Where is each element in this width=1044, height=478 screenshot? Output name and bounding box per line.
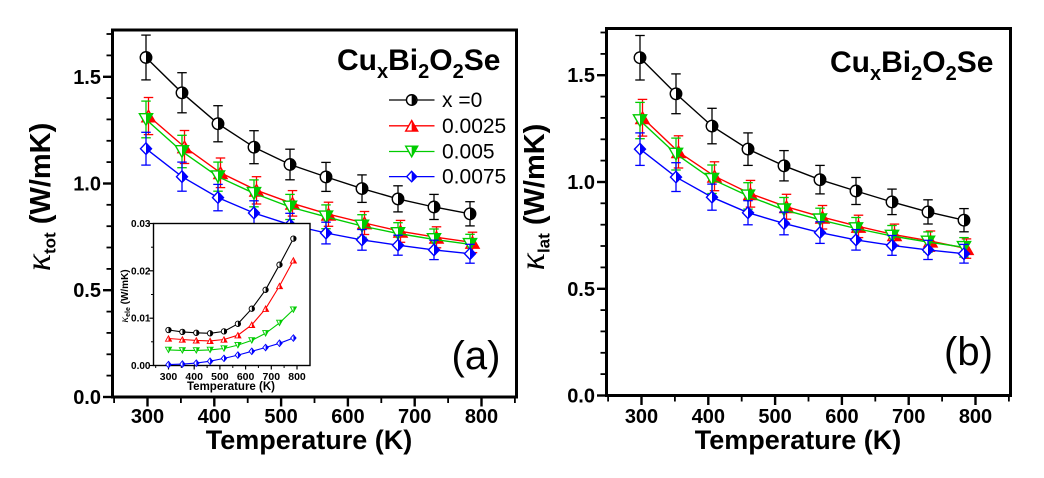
svg-text:0.01: 0.01 (131, 314, 151, 325)
svg-text:0.03: 0.03 (131, 219, 151, 230)
svg-text:κele (W/mK): κele (W/mK) (117, 269, 132, 322)
svg-text:1.5: 1.5 (567, 65, 595, 87)
svg-text:κtot (W/mK): κtot (W/mK) (18, 123, 60, 272)
svg-text:(a): (a) (452, 334, 501, 378)
svg-text:Temperature (K): Temperature (K) (695, 425, 902, 455)
svg-text:0.0075: 0.0075 (442, 166, 506, 189)
svg-text:Temperature (K): Temperature (K) (206, 425, 413, 455)
svg-text:300: 300 (625, 406, 658, 428)
svg-text:400: 400 (185, 371, 203, 383)
svg-text:0.00: 0.00 (131, 361, 151, 372)
svg-text:800: 800 (288, 371, 306, 383)
svg-text:500: 500 (211, 371, 229, 383)
svg-text:600: 600 (331, 406, 364, 428)
svg-text:600: 600 (237, 371, 255, 383)
svg-text:κlat (W/mK): κlat (W/mK) (512, 124, 554, 271)
svg-text:700: 700 (892, 406, 925, 428)
svg-text:800: 800 (465, 406, 498, 428)
svg-text:1.5: 1.5 (73, 67, 101, 89)
svg-text:0.02: 0.02 (131, 266, 151, 277)
svg-text:0.0: 0.0 (567, 386, 595, 408)
svg-text:700: 700 (263, 371, 281, 383)
svg-text:1.0: 1.0 (73, 174, 101, 196)
svg-text:300: 300 (131, 406, 164, 428)
svg-text:600: 600 (825, 406, 858, 428)
svg-text:0.0025: 0.0025 (442, 115, 506, 138)
svg-text:400: 400 (198, 406, 231, 428)
svg-text:0.005: 0.005 (442, 141, 495, 164)
svg-text:500: 500 (758, 406, 791, 428)
svg-text:800: 800 (959, 406, 992, 428)
svg-text:x =0: x =0 (442, 89, 482, 112)
svg-text:300: 300 (160, 371, 178, 383)
svg-text:(b): (b) (944, 330, 993, 374)
svg-text:0.0: 0.0 (73, 387, 101, 409)
svg-text:1.0: 1.0 (567, 172, 595, 194)
svg-text:Temperature (K): Temperature (K) (187, 381, 275, 393)
svg-text:400: 400 (692, 406, 725, 428)
svg-text:500: 500 (264, 406, 297, 428)
svg-text:0.5: 0.5 (73, 280, 101, 302)
svg-text:0.5: 0.5 (567, 279, 595, 301)
svg-text:700: 700 (398, 406, 431, 428)
